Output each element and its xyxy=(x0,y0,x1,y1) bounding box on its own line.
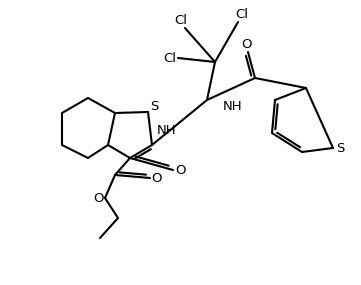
Text: O: O xyxy=(242,38,252,52)
Text: O: O xyxy=(175,164,185,176)
Text: Cl: Cl xyxy=(235,9,248,21)
Text: NH: NH xyxy=(157,123,177,137)
Text: NH: NH xyxy=(223,101,243,113)
Text: S: S xyxy=(336,141,344,154)
Text: Cl: Cl xyxy=(174,15,187,27)
Text: O: O xyxy=(93,192,103,205)
Text: O: O xyxy=(152,172,162,184)
Text: Cl: Cl xyxy=(164,52,177,64)
Text: S: S xyxy=(150,99,158,113)
